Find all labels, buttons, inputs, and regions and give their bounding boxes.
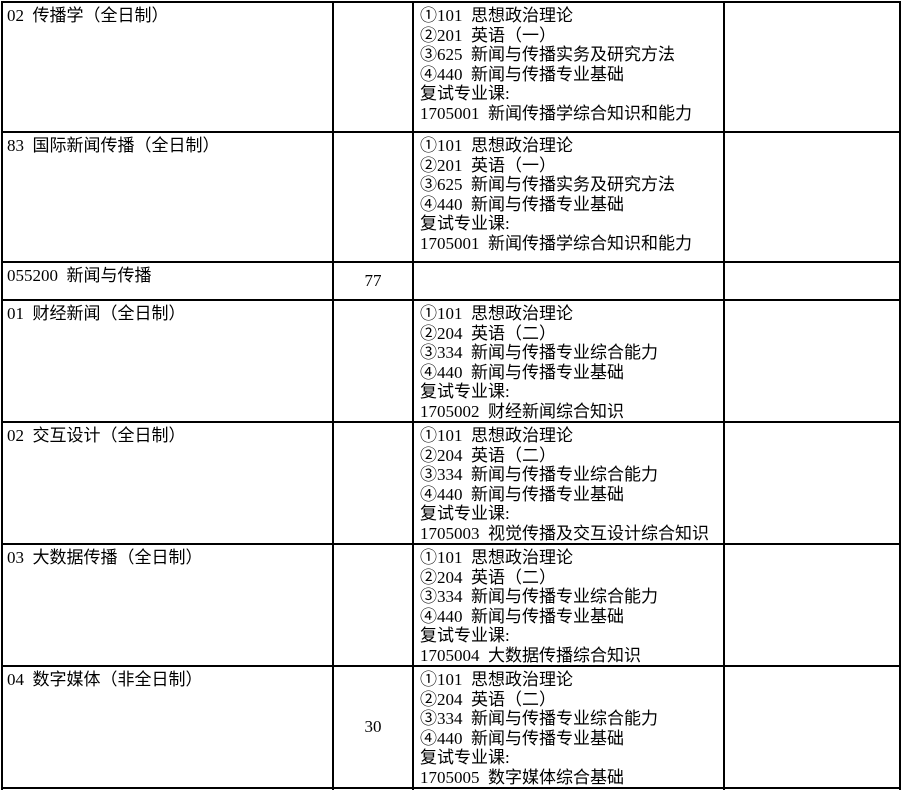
remarks-cell bbox=[723, 787, 901, 790]
remarks-cell bbox=[723, 261, 901, 301]
quota-cell bbox=[332, 787, 414, 790]
subjects-cell: ①101 思想政治理论 ②204 英语（二） ③334 新闻与传播专业综合能力 … bbox=[412, 665, 725, 789]
program-cell: 04 数字媒体（非全日制） bbox=[1, 665, 334, 789]
remarks-cell bbox=[723, 1, 901, 133]
remarks-cell bbox=[723, 421, 901, 545]
subjects-cell: ①101 思想政治理论 ②201 英语（一） ③625 新闻与传播实务及研究方法… bbox=[412, 131, 725, 263]
program-cell: 055200 新闻与传播 bbox=[1, 261, 334, 301]
program-cell: 信息管理学院 bbox=[1, 787, 334, 790]
quota-cell bbox=[332, 131, 414, 263]
table-row: 03 大数据传播（全日制） ①101 思想政治理论 ②204 英语（二） ③33… bbox=[1, 543, 901, 667]
quota-cell bbox=[332, 543, 414, 667]
quota-cell bbox=[332, 1, 414, 133]
table-row: 83 国际新闻传播（全日制） ①101 思想政治理论 ②201 英语（一） ③6… bbox=[1, 131, 901, 263]
subjects-cell: ①101 思想政治理论 ②204 英语（二） ③334 新闻与传播专业综合能力 … bbox=[412, 299, 725, 423]
table-row: 02 传播学（全日制） ①101 思想政治理论 ②201 英语（一） ③625 … bbox=[1, 1, 901, 133]
remarks-cell bbox=[723, 665, 901, 789]
table-row: 055200 新闻与传播 77 bbox=[1, 261, 901, 301]
table-row: 04 数字媒体（非全日制） 30 ①101 思想政治理论 ②204 英语（二） … bbox=[1, 665, 901, 789]
subjects-cell: ①101 思想政治理论 ②201 英语（一） ③625 新闻与传播实务及研究方法… bbox=[412, 1, 725, 133]
remarks-cell bbox=[723, 299, 901, 423]
program-cell: 83 国际新闻传播（全日制） bbox=[1, 131, 334, 263]
subjects-cell bbox=[412, 787, 725, 790]
remarks-cell bbox=[723, 543, 901, 667]
remarks-cell bbox=[723, 131, 901, 263]
quota-cell: 30 bbox=[332, 665, 414, 789]
subjects-cell bbox=[412, 261, 725, 301]
quota-cell bbox=[332, 299, 414, 423]
table-row-clipped: 信息管理学院 bbox=[1, 787, 901, 790]
subjects-cell: ①101 思想政治理论 ②204 英语（二） ③334 新闻与传播专业综合能力 … bbox=[412, 543, 725, 667]
program-cell: 01 财经新闻（全日制） bbox=[1, 299, 334, 423]
subjects-cell: ①101 思想政治理论 ②204 英语（二） ③334 新闻与传播专业综合能力 … bbox=[412, 421, 725, 545]
quota-cell: 77 bbox=[332, 261, 414, 301]
quota-cell bbox=[332, 421, 414, 545]
program-cell: 02 传播学（全日制） bbox=[1, 1, 334, 133]
table-row: 02 交互设计（全日制） ①101 思想政治理论 ②204 英语（二） ③334… bbox=[1, 421, 901, 545]
table-row: 01 财经新闻（全日制） ①101 思想政治理论 ②204 英语（二） ③334… bbox=[1, 299, 901, 423]
program-cell: 03 大数据传播（全日制） bbox=[1, 543, 334, 667]
program-cell: 02 交互设计（全日制） bbox=[1, 421, 334, 545]
